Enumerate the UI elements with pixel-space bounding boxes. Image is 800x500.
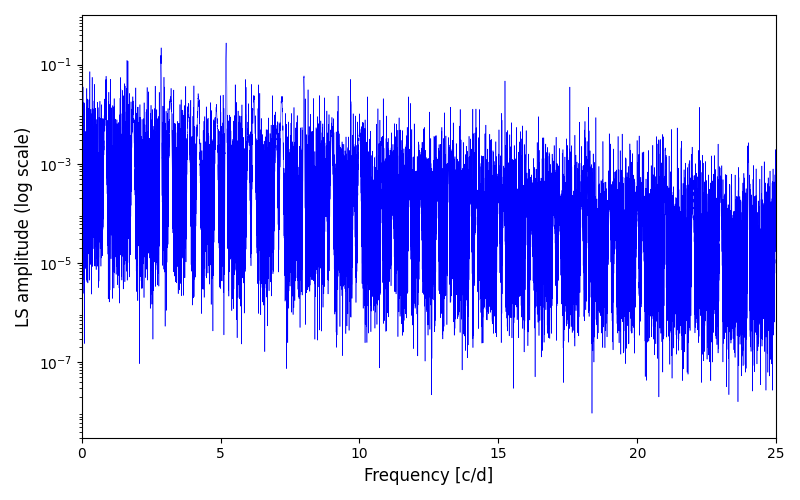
X-axis label: Frequency [c/d]: Frequency [c/d] [364,467,494,485]
Y-axis label: LS amplitude (log scale): LS amplitude (log scale) [15,126,33,326]
